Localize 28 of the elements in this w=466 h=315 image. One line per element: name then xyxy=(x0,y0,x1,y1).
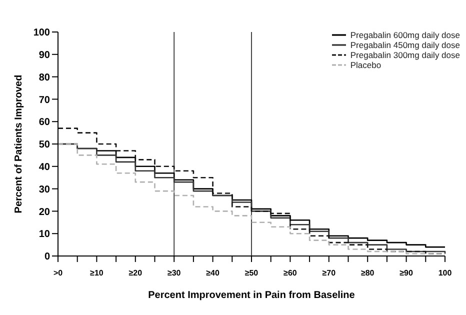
x-tick-label: ≥10 xyxy=(90,268,104,278)
legend-label: Pregabalin 300mg daily dose xyxy=(350,50,460,60)
y-tick-label: 100 xyxy=(33,28,50,39)
x-tick-label: 100 xyxy=(438,268,452,278)
y-tick-label: 20 xyxy=(38,206,50,218)
y-tick-label: 50 xyxy=(38,140,50,151)
x-tick-label: ≥80 xyxy=(360,268,375,278)
x-tick-label: ≥50 xyxy=(244,268,259,278)
legend-label: Placebo xyxy=(350,60,382,70)
x-tick-label: ≥90 xyxy=(400,268,414,278)
y-tick-label: 60 xyxy=(38,117,50,128)
y-tick-label: 40 xyxy=(38,162,50,173)
y-tick-label: 10 xyxy=(38,229,50,240)
legend-label: Pregabalin 600mg daily dose xyxy=(350,30,460,40)
x-tick-label: ≥30 xyxy=(167,268,182,278)
x-tick-label: ≥40 xyxy=(206,268,220,278)
y-tick-label: 80 xyxy=(38,72,50,84)
x-tick-label: ≥70 xyxy=(322,268,336,278)
x-tick-label: ≥60 xyxy=(284,268,298,278)
y-tick-label: 70 xyxy=(38,94,50,106)
y-axis-title: Percent of Patients Improved xyxy=(14,74,25,214)
y-tick-label: 0 xyxy=(44,252,50,263)
x-tick-label: >0 xyxy=(53,268,64,278)
legend-label: Pregabalin 450mg daily dose xyxy=(350,40,460,50)
x-axis-title: Percent Improvement in Pain from Baseline xyxy=(148,290,356,301)
y-tick-label: 90 xyxy=(38,50,50,61)
y-tick-label: 30 xyxy=(38,184,50,196)
x-tick-label: ≥20 xyxy=(128,268,143,278)
